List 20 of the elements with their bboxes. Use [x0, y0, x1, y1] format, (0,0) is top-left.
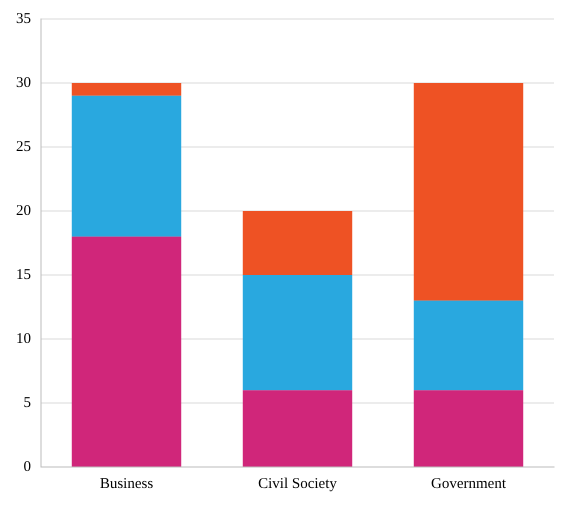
- x-tick-label: Government: [431, 476, 507, 492]
- y-tick-label: 25: [16, 138, 31, 155]
- y-tick-label: 10: [16, 330, 31, 347]
- bar: [414, 390, 524, 466]
- y-tick-label: 35: [16, 10, 31, 27]
- x-tick-label: Business: [100, 476, 154, 492]
- y-tick-label: 0: [24, 458, 31, 475]
- x-tick-label: Civil Society: [258, 476, 338, 492]
- bar: [72, 96, 182, 237]
- y-tick-label: 5: [24, 394, 31, 411]
- bar: [414, 300, 524, 390]
- y-tick-label: 20: [16, 202, 31, 219]
- bar: [414, 83, 524, 301]
- y-tick-label: 30: [16, 74, 31, 91]
- bar: [72, 236, 182, 466]
- bar: [242, 275, 352, 390]
- bar: [242, 211, 352, 275]
- bar: [242, 390, 352, 466]
- y-tick-label: 15: [16, 266, 31, 283]
- bar: [72, 83, 182, 96]
